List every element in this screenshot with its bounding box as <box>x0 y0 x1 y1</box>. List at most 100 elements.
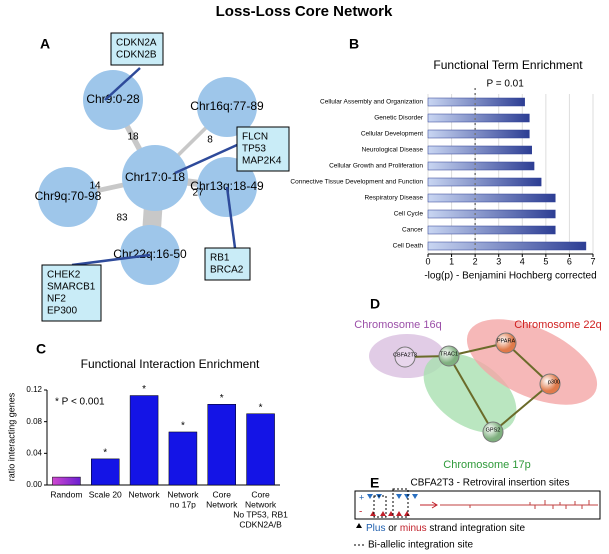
edge-label: 27 <box>192 188 204 199</box>
bar <box>427 97 525 107</box>
gene-box <box>41 264 102 322</box>
y-tick-label: Genetic Disorder <box>374 115 424 122</box>
y-axis-label: ratio interacting genes <box>6 392 16 481</box>
node-label: Chr13q:18-49 <box>190 179 264 193</box>
gene-label: CDKN2B <box>116 50 157 61</box>
x-tick-label: 5 <box>543 256 548 266</box>
chart-title: Functional Term Enrichment <box>433 58 583 72</box>
y-tick-label: Neurological Disease <box>362 147 424 154</box>
node <box>197 77 257 137</box>
protein-label: GPS2 <box>486 427 501 433</box>
biallelic-box <box>392 488 409 518</box>
interaction-edge <box>492 383 551 433</box>
bar <box>427 209 556 219</box>
gene-label: BRCA2 <box>210 265 244 276</box>
node <box>122 145 188 211</box>
y-tick-label: Connective Tissue Development and Functi… <box>290 179 423 186</box>
protein-label: CBFA2T3 <box>393 352 417 358</box>
panel-letter: B <box>349 36 359 52</box>
legend-minus: minus <box>400 523 427 534</box>
bar <box>246 413 275 486</box>
bar <box>427 161 535 171</box>
gene-link <box>104 67 141 101</box>
y-tick-label: Cellular Development <box>361 131 423 138</box>
legend-rest: strand integration site <box>429 523 525 534</box>
bar <box>129 395 159 486</box>
gene-label: RB1 <box>210 253 230 264</box>
x-tick-label: Network <box>128 489 160 499</box>
protein-node <box>539 373 561 395</box>
gene-label: NF2 <box>47 294 66 305</box>
protein-label: PPARA <box>497 338 516 344</box>
bar <box>427 177 542 187</box>
x-tick-label: CDKN2A/B <box>239 519 282 529</box>
term-enrichment-panel: Functional Term Enrichment 0 1 2 3 4 5 6 7 Cellul… <box>290 58 596 281</box>
plus-site <box>367 494 418 499</box>
x-tick-label: 7 <box>590 256 595 266</box>
panel-letter: E <box>370 475 379 491</box>
gene-link <box>71 253 151 267</box>
minus-site <box>370 511 410 516</box>
region-label: Chromosome 17p <box>443 459 530 471</box>
y-tick-label: 0.00 <box>26 480 42 489</box>
x-tick-label: 4 <box>520 256 525 266</box>
protein-node <box>482 421 504 443</box>
x-tick-label: Core <box>251 489 270 499</box>
gene-box <box>354 490 601 520</box>
edge-label: 18 <box>127 132 139 143</box>
gene-label: SMARCB1 <box>47 282 96 293</box>
bar <box>427 193 556 203</box>
node <box>83 70 143 130</box>
interaction-edge <box>448 355 494 433</box>
bar <box>91 458 120 486</box>
legend-text: Bi-allelic integration site <box>368 540 473 551</box>
edge-label: 8 <box>207 135 213 146</box>
direction-arrow <box>420 501 438 509</box>
bar <box>168 431 198 486</box>
panel-letter: C <box>36 341 46 357</box>
protein-node <box>394 346 416 368</box>
y-tick-label: Cell Cycle <box>394 211 424 218</box>
bar <box>427 241 587 251</box>
strand-label: - <box>359 507 362 518</box>
biallelic-box <box>373 495 387 518</box>
figure-title: Loss-Loss Core Network <box>216 3 393 20</box>
x-tick-label: 1 <box>449 256 454 266</box>
protein-label: p300 <box>548 379 560 385</box>
x-tick-label: no 17p <box>170 499 196 509</box>
region-label: Chromosome 16q <box>354 319 441 331</box>
bar <box>207 404 236 486</box>
gene-link <box>174 143 238 175</box>
x-tick-label: Network <box>167 489 199 499</box>
network-panel: Chr9:0-28 Chr16q:77-89 Chr9q:70-98 Chr13q:1… <box>35 32 290 322</box>
gene-track <box>440 500 598 509</box>
legend-triangle <box>356 523 362 528</box>
x-tick-label: Network <box>206 499 238 509</box>
region-label: Chromosome 22q <box>514 319 601 331</box>
gene-label: CDKN2A <box>116 38 157 49</box>
significance: * <box>220 393 224 404</box>
x-tick-label: 2 <box>473 256 478 266</box>
y-tick-label: Cellular Assembly and Organization <box>320 99 423 106</box>
node-label: Chr9:0-28 <box>86 92 140 106</box>
strand-label: + <box>359 492 364 502</box>
y-tick-label: Respiratory Disease <box>364 195 423 202</box>
gene-label: TP53 <box>242 144 266 155</box>
interaction-enrichment-panel: Functional Interaction Enrichment * P < 0… <box>6 357 288 529</box>
panel-letter: A <box>40 36 50 52</box>
significance: * <box>259 402 263 413</box>
protein-node <box>495 332 517 354</box>
gene-box <box>236 126 290 172</box>
edge-label: 83 <box>116 213 128 224</box>
x-tick-label: Random <box>50 489 82 499</box>
gene-box <box>204 247 251 281</box>
threshold-label: P = 0.01 <box>486 79 524 90</box>
gene-link <box>225 186 237 249</box>
x-tick-label: Scale 20 <box>89 489 122 499</box>
insertion-panel: CBFA2T3 - Retroviral insertion sites + -… <box>354 478 601 551</box>
panel-letter: D <box>370 296 380 312</box>
bar <box>427 129 530 139</box>
gene-label: FLCN <box>242 132 268 143</box>
interaction-panel: CBFA2T3 TRAC1 PPARA p300 GPS2 Chromosome 16q C… <box>354 319 601 471</box>
x-tick-label: 6 <box>567 256 572 266</box>
